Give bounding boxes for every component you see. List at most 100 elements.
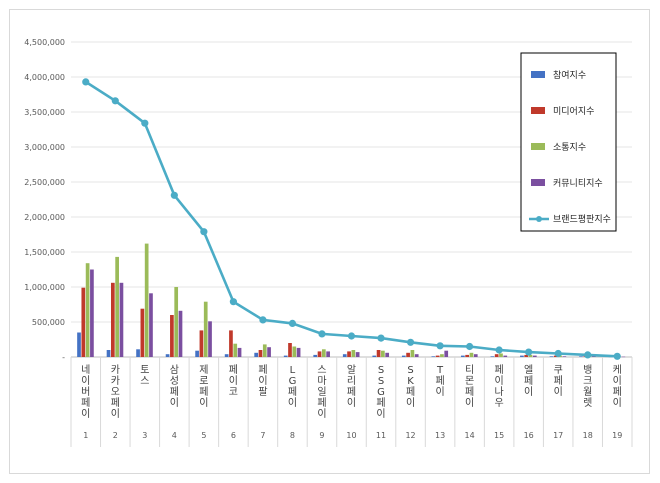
y-tick-label: 1,000,000 [24, 283, 65, 292]
category-index: 7 [260, 431, 265, 440]
bar-1 [283, 355, 288, 357]
bar-4 [267, 347, 271, 357]
category-index: 18 [583, 431, 593, 440]
bar-3 [262, 344, 267, 357]
legend-swatch [531, 71, 545, 78]
category-index: 15 [494, 431, 504, 440]
category-index: 5 [201, 431, 206, 440]
bar-1 [165, 354, 170, 357]
bar-2 [288, 343, 292, 357]
y-tick-label: 500,000 [32, 318, 65, 327]
bar-2 [347, 351, 351, 357]
legend-label: 브랜드평판지수 [553, 214, 611, 225]
y-tick-label: 4,000,000 [24, 73, 65, 82]
category-index: 14 [465, 431, 475, 440]
bar-2 [435, 355, 440, 357]
category-index: 13 [435, 431, 445, 440]
bar-4 [503, 355, 508, 357]
brand-index-point [229, 298, 237, 306]
bar-4 [149, 293, 153, 357]
bar-4 [385, 352, 390, 357]
y-tick-label: 4,500,000 [24, 38, 65, 47]
bar-4 [296, 347, 301, 357]
category-index: 1 [83, 431, 88, 440]
bar-2 [170, 315, 174, 357]
bar-4 [119, 282, 124, 357]
category-index: 8 [290, 431, 295, 440]
bar-3 [85, 263, 90, 357]
bar-3 [528, 354, 533, 357]
category-index: 3 [142, 431, 147, 440]
bar-1 [224, 354, 229, 357]
bar-1 [401, 355, 406, 357]
bar-3 [499, 353, 503, 357]
category-index: 19 [612, 431, 622, 440]
bar-2 [258, 350, 263, 357]
category-index: 9 [319, 431, 324, 440]
legend-swatch [531, 179, 545, 186]
brand-index-point [495, 346, 503, 354]
brand-index-point [170, 191, 178, 199]
bar-4 [90, 269, 94, 357]
bar-1 [461, 355, 465, 357]
bar-4 [355, 352, 360, 357]
legend-label: 소통지수 [553, 142, 586, 153]
brand-index-point [554, 349, 562, 358]
bar-4 [473, 354, 478, 357]
y-tick-label: 3,000,000 [24, 143, 65, 152]
bar-4 [444, 350, 449, 357]
brand-index-point [436, 342, 444, 350]
bar-2 [376, 350, 381, 357]
bar-2 [406, 352, 410, 357]
bar-3 [292, 346, 297, 357]
bar-4 [562, 356, 567, 357]
category-index: 12 [405, 431, 415, 440]
legend-box [520, 52, 617, 232]
brand-index-point [466, 342, 474, 351]
bar-2 [553, 355, 558, 357]
bar-4 [532, 355, 537, 357]
bar-2 [524, 354, 529, 357]
bar-2 [465, 354, 470, 357]
brand-reputation-chart: - 500,000 1,000,000 1,500,000 2,000,000 2,500… [24, 38, 633, 447]
bar-1 [77, 332, 81, 357]
legend-swatch [531, 143, 545, 150]
legend-label: 커뮤니티지수 [553, 178, 603, 189]
y-tick-label: 1,500,000 [24, 248, 65, 257]
brand-index-point [377, 334, 385, 342]
bar-3 [440, 354, 444, 357]
legend-marker [536, 216, 542, 222]
bar-1 [490, 356, 495, 357]
legend-swatch [531, 107, 545, 114]
bar-1 [106, 350, 111, 357]
bar-3 [410, 350, 415, 357]
brand-index-point [318, 330, 326, 338]
bar-1 [136, 349, 140, 357]
bar-3 [115, 256, 119, 357]
brand-index-point [584, 351, 592, 359]
y-tick-label: - [62, 353, 65, 362]
category-index: 2 [113, 431, 118, 440]
category-index: 4 [172, 431, 177, 440]
category-index: 6 [231, 431, 236, 440]
bar-3 [203, 301, 208, 357]
bar-1 [549, 356, 554, 357]
bar-4 [326, 351, 330, 357]
bar-2 [199, 330, 204, 357]
brand-index-point [525, 348, 533, 356]
brand-index-point [141, 119, 149, 127]
bar-2 [140, 308, 145, 357]
